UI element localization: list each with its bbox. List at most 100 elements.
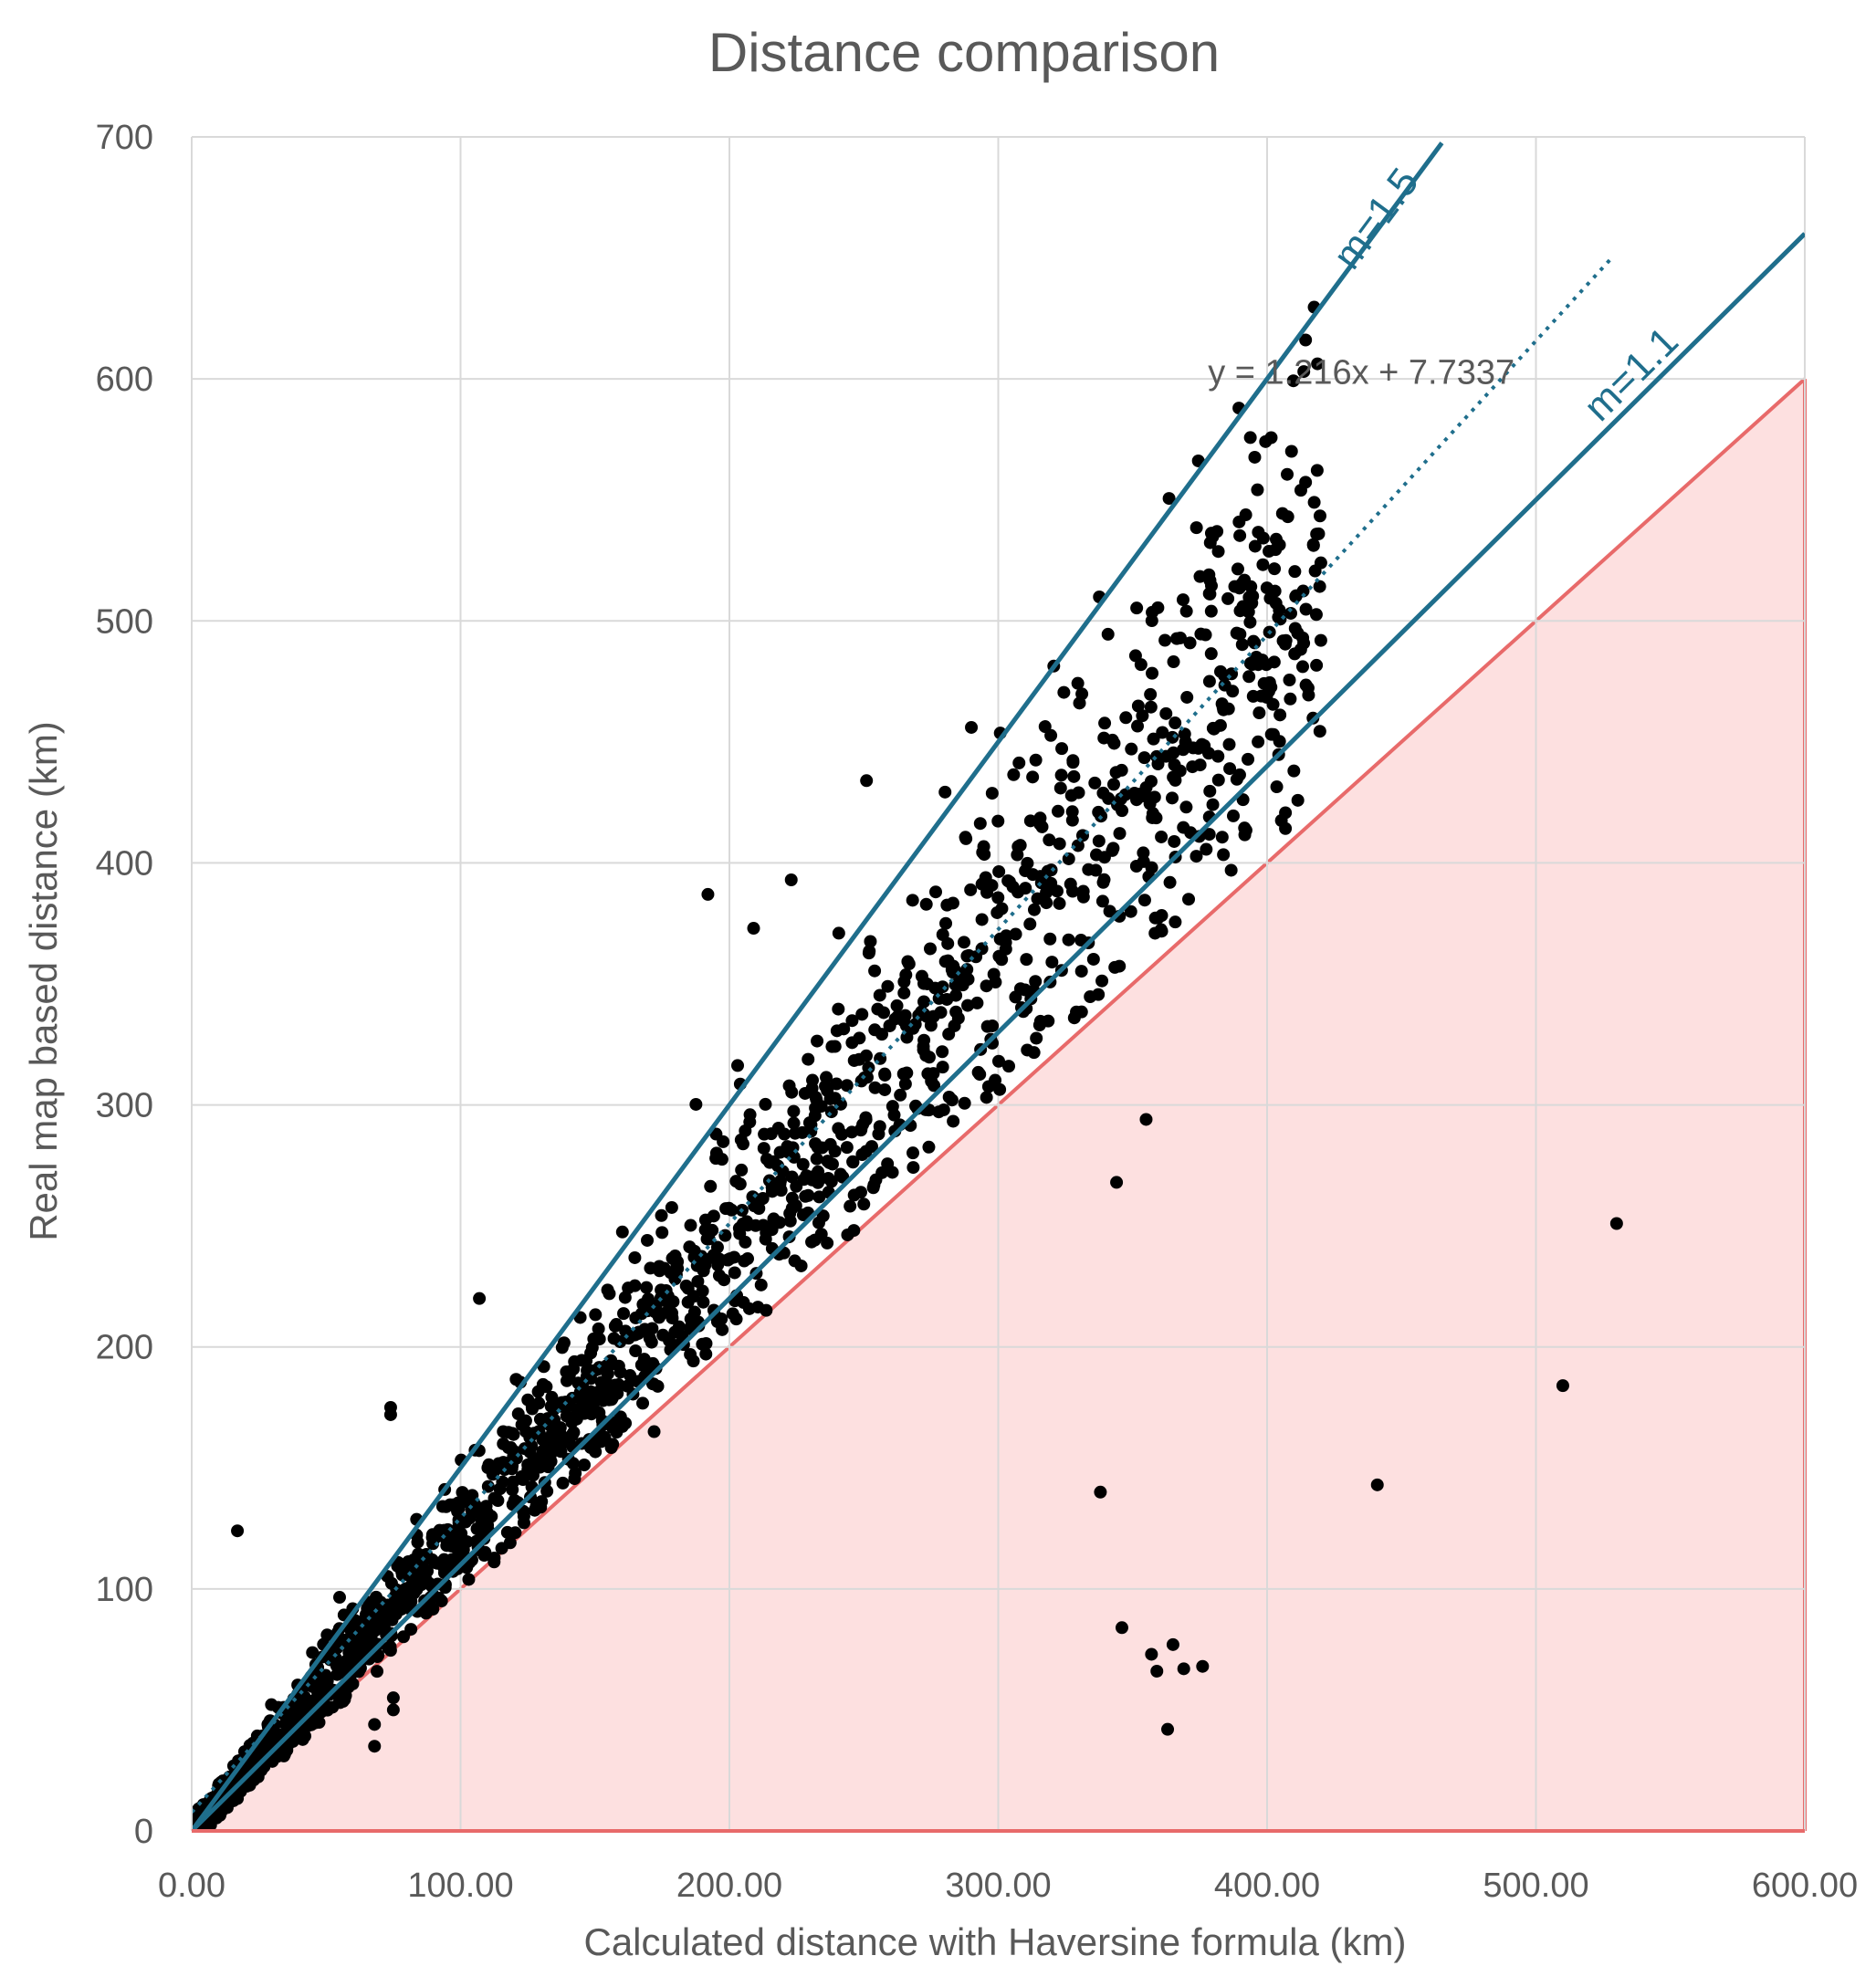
y-axis-ticks: 0 100 200 300 400 500 600 700 xyxy=(96,119,153,1851)
data-point xyxy=(925,1074,938,1088)
data-point xyxy=(752,1202,766,1216)
x-axis-label: Calculated distance with Haversine formu… xyxy=(583,1920,1406,1963)
data-point xyxy=(341,1680,355,1694)
data-point xyxy=(478,1545,492,1559)
data-point xyxy=(515,1469,529,1483)
data-point xyxy=(897,986,911,999)
data-point xyxy=(1169,915,1182,929)
data-point xyxy=(1095,974,1109,988)
data-point xyxy=(1116,804,1129,818)
data-point xyxy=(1243,615,1257,629)
data-point xyxy=(450,1527,464,1541)
data-point-outlier xyxy=(1115,1621,1128,1635)
data-point xyxy=(276,1749,289,1762)
data-point xyxy=(1026,770,1040,784)
data-point xyxy=(642,1292,655,1306)
data-point xyxy=(387,1598,401,1612)
data-point xyxy=(720,1253,734,1267)
data-point xyxy=(787,1104,801,1118)
data-point xyxy=(710,1315,724,1329)
guide-line-m1-1 xyxy=(192,232,1805,1831)
data-point xyxy=(1217,848,1231,862)
data-point xyxy=(1097,851,1111,864)
data-point xyxy=(828,1040,842,1053)
data-point xyxy=(767,1212,781,1226)
data-point xyxy=(575,1354,589,1367)
data-point xyxy=(362,1630,375,1644)
data-point xyxy=(632,1327,645,1341)
data-point xyxy=(462,1573,476,1586)
data-point xyxy=(1042,1014,1055,1028)
data-point xyxy=(575,1399,589,1413)
guide-lines-layer xyxy=(192,141,1805,1831)
data-point xyxy=(1067,769,1081,783)
data-point xyxy=(840,1141,854,1155)
data-point xyxy=(697,1295,710,1309)
y-axis-label: Real map based distance (km) xyxy=(22,721,65,1241)
data-point xyxy=(1313,725,1326,738)
data-point xyxy=(876,1006,890,1020)
data-point xyxy=(384,1576,398,1590)
data-point xyxy=(309,1674,322,1688)
data-point xyxy=(878,1082,892,1096)
data-point xyxy=(687,1305,701,1319)
data-point-outlier xyxy=(1177,1662,1190,1676)
data-point xyxy=(917,995,931,1009)
data-point xyxy=(862,1061,875,1074)
data-point-outlier xyxy=(386,1691,400,1705)
data-point xyxy=(696,1337,709,1351)
data-point xyxy=(435,1595,448,1608)
data-point xyxy=(805,1235,819,1249)
data-point xyxy=(759,1097,772,1111)
data-point xyxy=(549,1423,562,1437)
data-point xyxy=(1243,431,1257,444)
data-point xyxy=(820,1071,833,1084)
data-point xyxy=(970,996,984,1009)
data-point xyxy=(1169,716,1182,730)
data-point xyxy=(1299,602,1313,616)
data-point xyxy=(348,1619,362,1633)
data-point xyxy=(986,1019,1000,1032)
data-point xyxy=(872,1127,886,1141)
data-point xyxy=(728,1266,741,1280)
data-point xyxy=(846,1156,860,1169)
data-point xyxy=(628,1250,642,1264)
data-point-outlier xyxy=(1370,1478,1384,1491)
data-point xyxy=(1130,793,1144,807)
data-point xyxy=(493,1482,507,1496)
x-tick-label: 200.00 xyxy=(676,1867,782,1905)
data-point xyxy=(1115,763,1128,777)
data-point xyxy=(919,1049,933,1062)
data-point xyxy=(1045,956,1059,969)
data-point xyxy=(445,1539,458,1553)
data-point xyxy=(802,1116,816,1130)
y-tick-label: 700 xyxy=(96,119,153,157)
data-point xyxy=(731,1059,745,1072)
data-point xyxy=(907,1161,920,1175)
data-point xyxy=(837,1022,851,1036)
data-point xyxy=(1230,772,1243,786)
data-point xyxy=(668,1325,682,1339)
data-point xyxy=(738,1254,751,1268)
data-point xyxy=(1148,911,1162,925)
data-point xyxy=(924,1019,938,1032)
data-point xyxy=(671,1261,685,1275)
data-point-outlier xyxy=(1158,633,1172,647)
data-point xyxy=(765,1180,779,1194)
y-tick-label: 100 xyxy=(96,1571,153,1609)
data-point-outlier xyxy=(701,887,715,901)
data-point xyxy=(798,1086,812,1100)
data-point xyxy=(787,1116,801,1130)
data-point xyxy=(1279,821,1293,835)
data-point xyxy=(1233,528,1247,542)
data-point xyxy=(1124,905,1137,918)
data-point xyxy=(480,1506,494,1520)
chart-title: Distance comparison xyxy=(708,22,1220,83)
data-point xyxy=(1270,780,1284,794)
data-point xyxy=(1273,538,1286,551)
data-point xyxy=(959,831,973,845)
data-point xyxy=(1211,773,1225,787)
data-point xyxy=(1263,591,1277,605)
data-point xyxy=(689,1097,703,1111)
